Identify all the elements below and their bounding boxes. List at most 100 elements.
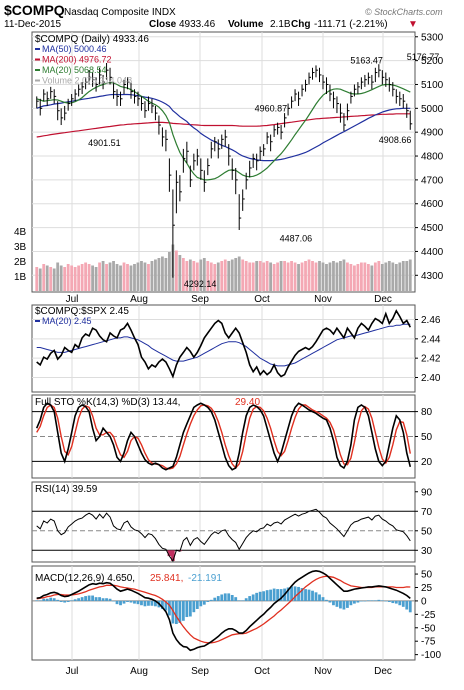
macd-y-tick-label: -75 <box>421 637 436 648</box>
volume-bar <box>209 262 213 291</box>
macd-line <box>36 569 411 652</box>
volume-bar <box>167 252 171 291</box>
volume-bar <box>394 264 398 291</box>
macd-histogram-bar <box>154 600 157 607</box>
macd-y-tick-label: 0 <box>421 596 427 607</box>
macd-histogram-bar <box>133 600 136 604</box>
price-y-tick-label: 4900 <box>421 128 444 139</box>
sto-k-line <box>35 402 412 471</box>
watermark: © StockCharts.com <box>365 7 443 17</box>
macd-histogram-bar <box>70 600 74 601</box>
price-legend-label: MA(200) 4976.72 <box>42 55 112 65</box>
volume-bar <box>91 265 94 291</box>
ratio-legend-label: MA(20) 2.45 <box>42 316 92 326</box>
ma200-line <box>36 113 411 138</box>
ratio-y-tick-label: 2.44 <box>421 334 441 345</box>
volume-bar <box>119 265 122 291</box>
macd-histogram-bar <box>255 592 259 601</box>
macd-histogram-bar <box>373 600 377 601</box>
volume-bar <box>87 264 91 291</box>
macd-histogram-bar <box>181 600 185 621</box>
macd-histogram-bar <box>87 595 91 601</box>
macd-histogram-bar <box>380 600 384 601</box>
macd-histogram-bar <box>35 600 39 601</box>
ratio-panel-title: $COMPQ:$SPX 2.45 <box>35 306 129 317</box>
volume-value: 2.1B <box>270 19 291 30</box>
volume-bar <box>52 268 56 291</box>
macd-histogram-bar <box>349 600 353 606</box>
macd-panel-frame <box>31 565 416 661</box>
price-legend-label: Volume 2,075,314,048 <box>42 76 132 86</box>
volume-bar <box>387 261 391 291</box>
macd-histogram-bar <box>230 595 234 601</box>
volume-bar <box>398 262 402 291</box>
volume-bar <box>401 261 405 291</box>
macd-histogram-bar <box>339 600 342 609</box>
macd-histogram-bar <box>150 600 154 606</box>
price-annotation: 5176.77 <box>407 52 440 62</box>
volume-bar <box>318 261 321 291</box>
volume-bar <box>223 259 227 291</box>
volume-bar <box>154 259 157 291</box>
volume-bar <box>377 261 381 291</box>
volume-bar <box>80 264 84 291</box>
rsi-panel-title: RSI(14) 39.59 <box>35 484 98 495</box>
volume-bar <box>202 258 206 291</box>
price-y-tick-label: 4800 <box>421 152 444 163</box>
macd-histogram-bar <box>206 600 210 602</box>
macd-histogram-bar <box>101 598 105 601</box>
volume-bar <box>359 262 363 291</box>
macd-histogram-bar <box>91 595 94 601</box>
volume-bar <box>188 259 192 291</box>
month-label: Dec <box>374 294 392 305</box>
macd-histogram-bar <box>129 600 133 603</box>
volume-bar <box>405 261 409 291</box>
macd-histogram-bar <box>209 599 213 601</box>
volume-bar <box>300 262 304 291</box>
volume-bar <box>262 262 266 291</box>
volume-tick-label: 2B <box>14 257 27 268</box>
price-legend-label: MA(20) 5068.54 <box>42 65 107 75</box>
volume-bar <box>63 267 67 291</box>
macd-histogram-bar <box>98 597 101 601</box>
rsi-y-tick-label: 90 <box>421 487 433 498</box>
price-y-tick-label: 4700 <box>421 175 444 186</box>
volume-bar <box>366 264 370 291</box>
volume-bar <box>161 256 164 291</box>
volume-bar <box>321 262 325 291</box>
volume-bar <box>206 261 210 291</box>
volume-bar <box>349 264 353 291</box>
ratio-panel-frame <box>31 304 416 393</box>
macd-histogram-bar <box>171 600 175 624</box>
volume-bar <box>56 262 60 291</box>
price-annotation: 4960.87 <box>255 104 288 114</box>
volume-bar <box>73 267 77 291</box>
volume-bar <box>220 261 224 291</box>
macd-histogram-bar <box>244 598 248 601</box>
chg-label: Chg <box>291 19 310 30</box>
volume-bar <box>258 261 262 291</box>
volume-bar <box>251 262 255 291</box>
volume-bar <box>122 262 126 291</box>
volume-tick-label: 1B <box>14 272 27 283</box>
volume-bar <box>373 262 377 291</box>
volume-bar <box>98 262 101 291</box>
volume-tick-label: 3B <box>14 242 27 253</box>
volume-bar <box>265 261 269 291</box>
macd-histogram-bar <box>105 598 108 601</box>
volume-bar <box>45 265 49 291</box>
price-y-tick-label: 4500 <box>421 223 444 234</box>
volume-bar <box>244 261 248 291</box>
price-annotation: 4901.51 <box>88 138 121 148</box>
macd-histogram-bar <box>178 600 182 623</box>
ratio-y-tick-label: 2.40 <box>421 373 441 384</box>
volume-bar <box>346 262 349 291</box>
volume-bar <box>70 265 74 291</box>
macd-histogram-bar <box>401 600 405 607</box>
macd-histogram-bar <box>408 600 412 613</box>
macd-histogram-bar <box>136 600 140 605</box>
macd-histogram-bar <box>112 600 115 602</box>
volume-bar <box>213 264 217 291</box>
price-panel-title: $COMPQ (Daily) 4933.46 <box>35 34 149 45</box>
